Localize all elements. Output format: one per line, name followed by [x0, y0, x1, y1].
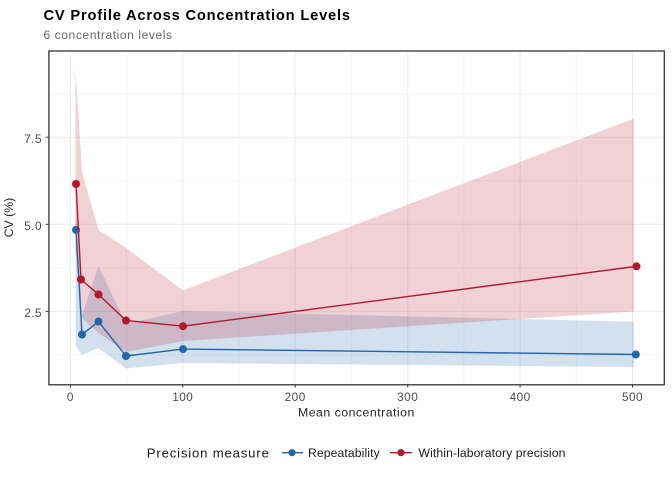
svg-text:100: 100 — [172, 390, 193, 404]
svg-text:5.0: 5.0 — [24, 219, 42, 233]
svg-text:CV Profile Across Concentratio: CV Profile Across Concentration Levels — [44, 8, 351, 24]
svg-text:2.5: 2.5 — [24, 306, 42, 320]
svg-text:400: 400 — [510, 390, 531, 404]
svg-text:Precision measure: Precision measure — [147, 445, 270, 460]
svg-text:6 concentration levels: 6 concentration levels — [44, 28, 173, 42]
svg-text:7.5: 7.5 — [24, 132, 42, 146]
svg-text:CV (%): CV (%) — [2, 198, 16, 238]
svg-text:500: 500 — [622, 390, 643, 404]
svg-text:Within-laboratory precision: Within-laboratory precision — [419, 446, 566, 460]
svg-text:Repeatability: Repeatability — [308, 446, 381, 460]
svg-text:300: 300 — [397, 390, 418, 404]
svg-text:200: 200 — [285, 390, 306, 404]
svg-text:0: 0 — [67, 390, 74, 404]
svg-text:Mean concentration: Mean concentration — [298, 406, 415, 420]
